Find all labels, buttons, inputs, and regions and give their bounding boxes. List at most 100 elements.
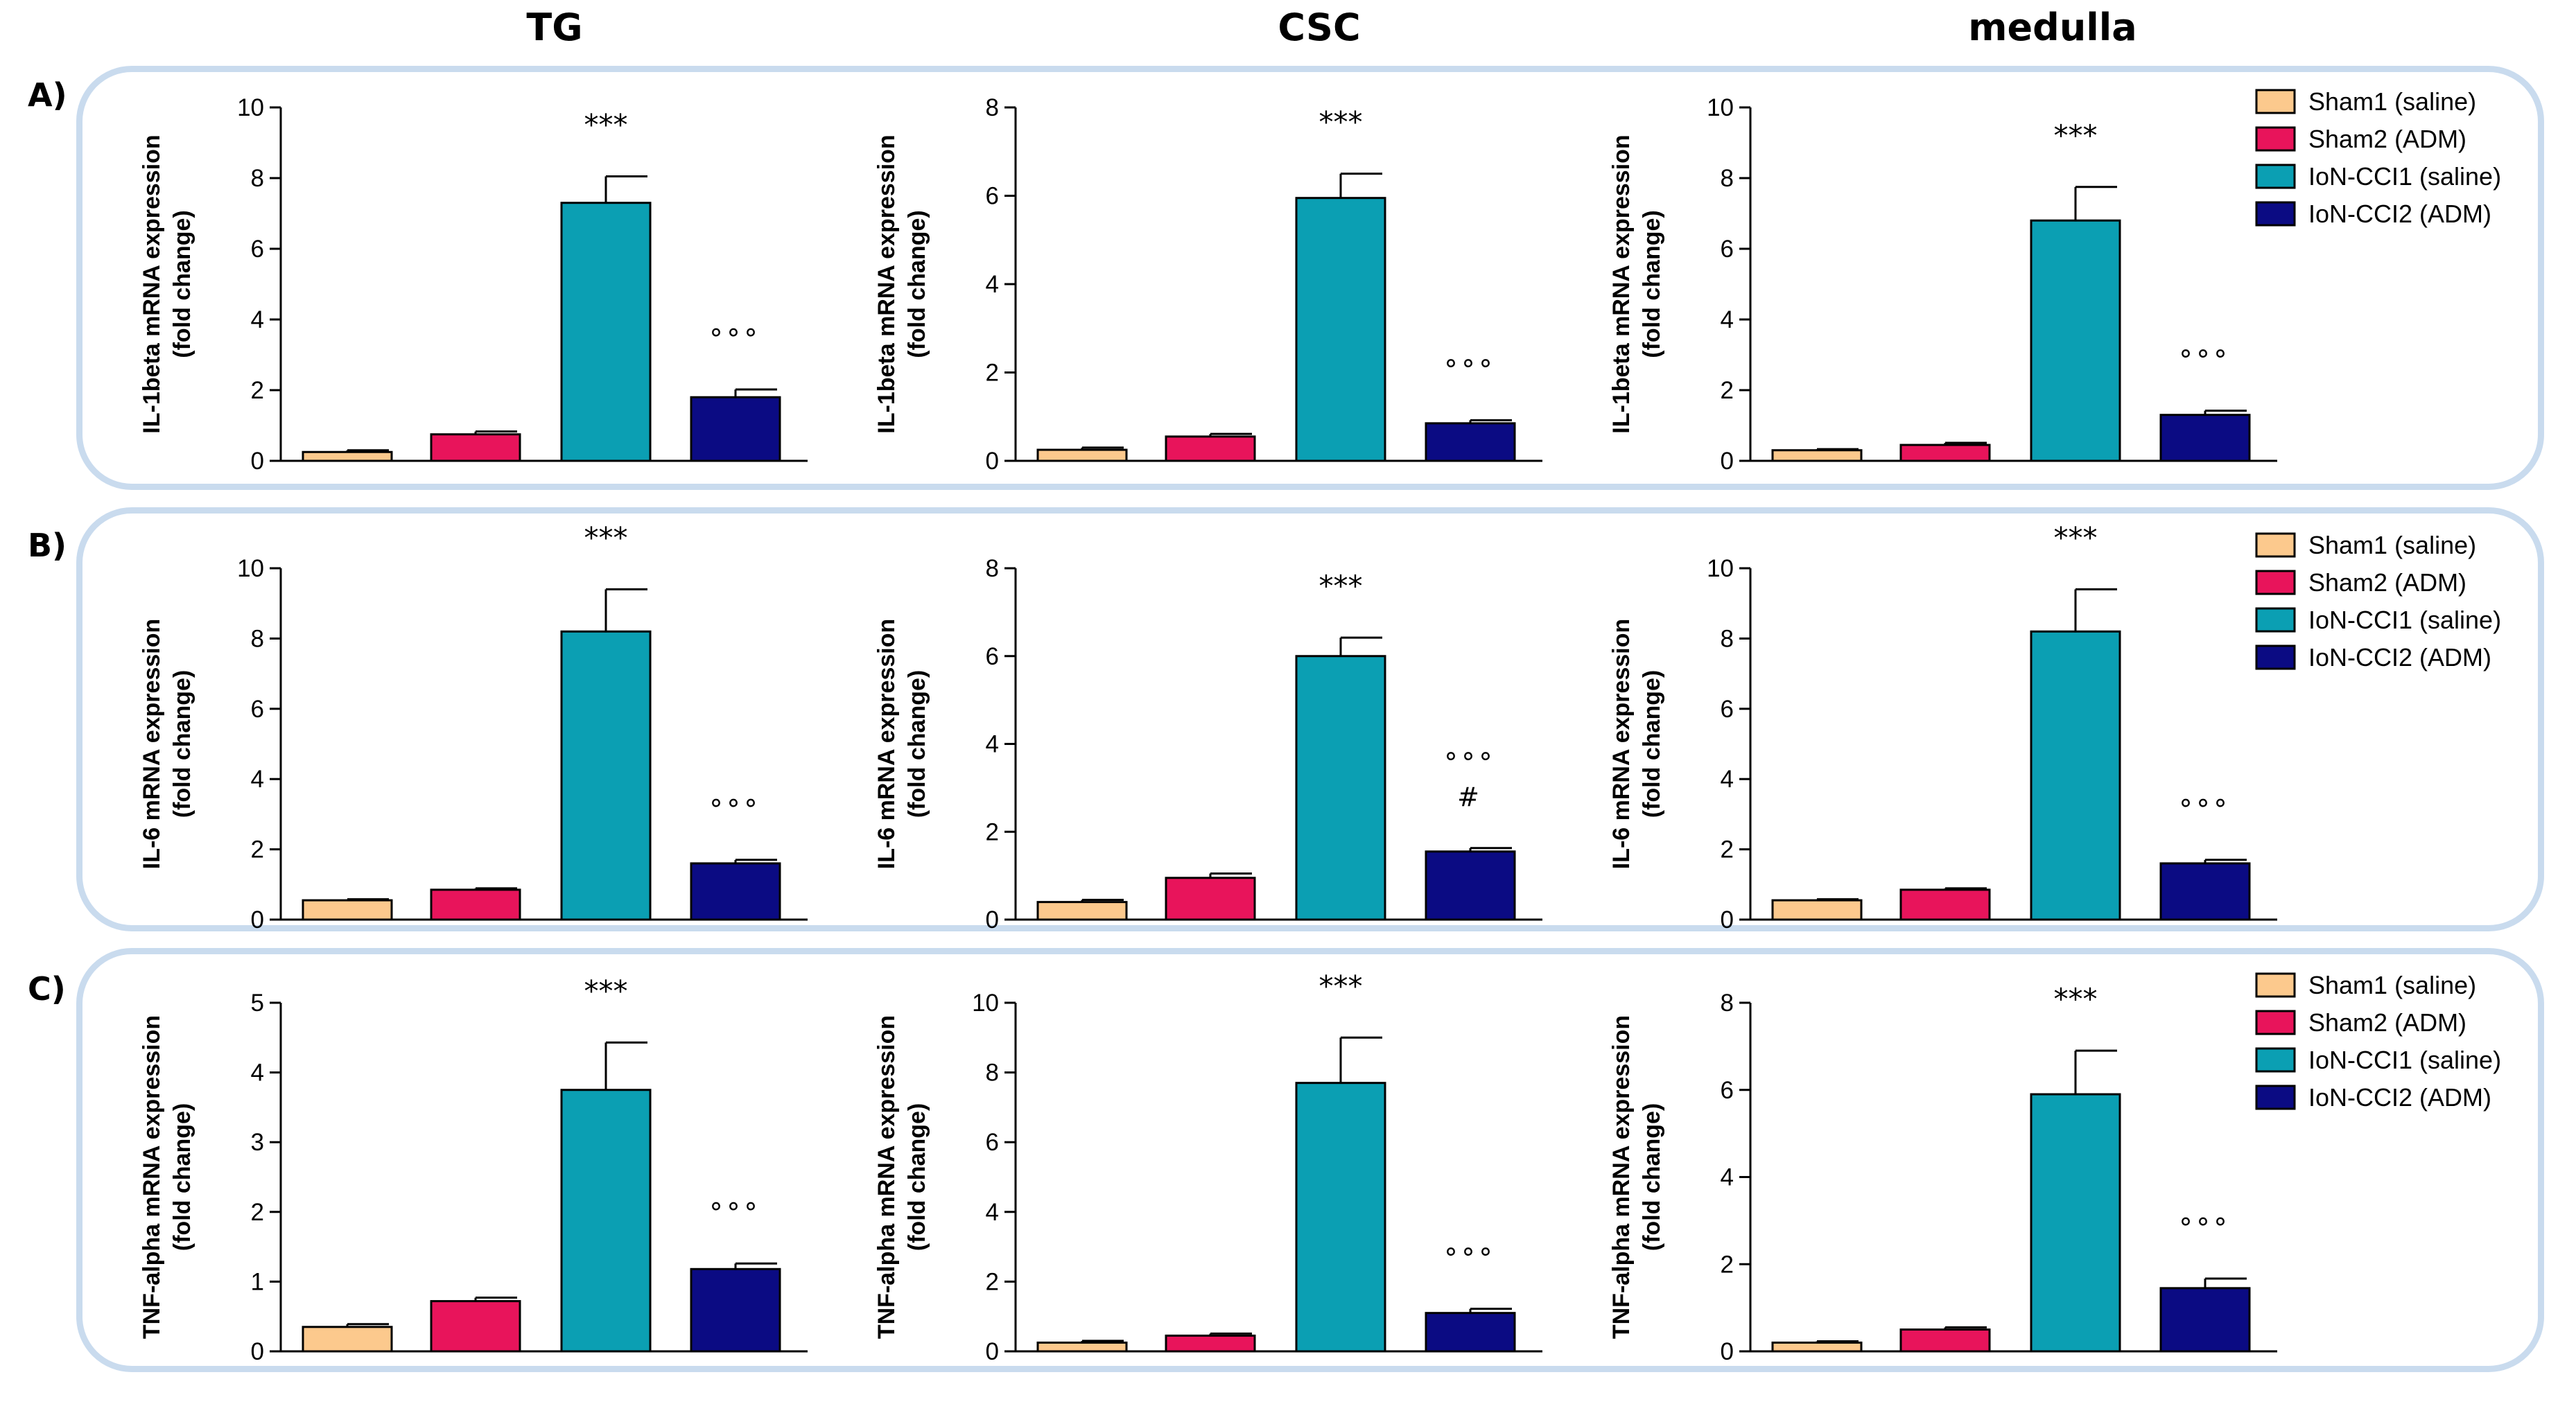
- chart-a-medulla-ytick-label: 6: [1721, 236, 1734, 263]
- chart-b-csc-ytick-label: 8: [986, 555, 999, 582]
- chart-a-medulla-ytick-label: 4: [1721, 306, 1734, 333]
- chart-a-csc-ytick-label: 2: [986, 360, 999, 387]
- legend-swatch-2: [2255, 126, 2296, 152]
- chart-b-medulla-ytick-label: 6: [1721, 696, 1734, 723]
- legend-label-2: Sham2 (ADM): [2308, 1008, 2466, 1037]
- legend-label-3: IoN-CCI1 (saline): [2308, 162, 2501, 191]
- chart-c-tg-annotation-3: ***: [584, 974, 628, 1008]
- chart-b-tg-bar-2: [430, 888, 521, 921]
- chart-c-tg-ytick-label: 4: [251, 1060, 264, 1087]
- chart-a-medulla-ytick-label: 2: [1721, 377, 1734, 404]
- chart-c-medulla-bar-2: [1899, 1328, 1991, 1353]
- chart-c-tg-annotation-4: °°°: [710, 1197, 762, 1228]
- legend-label-4: IoN-CCI2 (ADM): [2308, 643, 2491, 672]
- chart-b-csc-ytick-label: 2: [986, 818, 999, 845]
- chart-a-csc-ytick-label: 8: [986, 94, 999, 121]
- chart-b-csc-annotation-4: #: [1457, 782, 1483, 813]
- chart-a-medulla-ytick-label: 0: [1721, 448, 1734, 475]
- row-label-c: C): [28, 970, 66, 1008]
- chart-b-csc-annotation-4: °°°: [1445, 748, 1497, 778]
- chart-a-tg-ytick-label: 2: [251, 377, 264, 404]
- chart-a-tg-bar-4: [690, 396, 781, 462]
- chart-b-medulla-bar-1: [1771, 899, 1863, 921]
- chart-a-csc-annotation-4: °°°: [1445, 354, 1497, 385]
- chart-b-medulla-ytick-label: 4: [1721, 766, 1734, 793]
- chart-c-csc-bar-2: [1165, 1334, 1256, 1353]
- chart-b-csc-bar-1: [1036, 901, 1128, 921]
- chart-b-tg-bar-4: [690, 862, 781, 921]
- chart-b-csc-bar-2: [1165, 877, 1256, 921]
- chart-c-csc-ytick-label: 8: [986, 1060, 999, 1087]
- chart-a-tg-ylabel: IL-1beta mRNA expression (fold change): [139, 134, 195, 433]
- chart-b-csc-bar-4: [1425, 850, 1516, 921]
- chart-a-tg-ytick-label: 10: [237, 94, 264, 121]
- chart-c-tg-bar-4: [690, 1267, 781, 1353]
- chart-c-csc-annotation-4: °°°: [1445, 1243, 1497, 1274]
- chart-a-csc-bar-4: [1425, 422, 1516, 462]
- legend-swatch-1: [2255, 89, 2296, 114]
- chart-b-medulla-ytick-label: 8: [1721, 625, 1734, 652]
- chart-c-medulla-ytick-label: 0: [1721, 1338, 1734, 1365]
- chart-b-medulla-bar-4: [2159, 862, 2251, 921]
- chart-b-csc-ytick-label: 6: [986, 643, 999, 670]
- chart-c-medulla-bar-4: [2159, 1287, 2251, 1353]
- row-label-b: B): [28, 527, 67, 564]
- chart-c-tg-ylabel: TNF-alpha mRNA expression (fold change): [139, 1015, 195, 1339]
- chart-a-csc-ytick-label: 4: [986, 271, 999, 298]
- chart-a-tg-bar-2: [430, 433, 521, 462]
- chart-c-csc-ytick-label: 6: [986, 1129, 999, 1156]
- column-title-tg: TG: [526, 6, 583, 49]
- chart-b-csc-annotation-3: ***: [1319, 569, 1363, 603]
- legend-swatch-1: [2255, 972, 2296, 998]
- chart-a-csc-ytick-label: 6: [986, 183, 999, 210]
- legend-label-1: Sham1 (saline): [2308, 971, 2476, 999]
- legend-swatch-4: [2255, 644, 2296, 670]
- row-b-frame: [76, 507, 2544, 931]
- chart-c-medulla-annotation-4: °°°: [2179, 1213, 2231, 1243]
- chart-a-medulla-bar-1: [1771, 449, 1863, 462]
- legend-swatch-3: [2255, 1047, 2296, 1073]
- chart-c-medulla-bar-3: [2030, 1093, 2121, 1353]
- chart-b-medulla-bar-2: [1899, 888, 1991, 921]
- column-title-medulla: medulla: [1968, 6, 2137, 49]
- chart-b-csc-bar-3: [1295, 655, 1386, 921]
- legend-label-4: IoN-CCI2 (ADM): [2308, 200, 2491, 228]
- chart-c-csc-ytick-label: 4: [986, 1199, 999, 1226]
- chart-c-csc-ytick-label: 10: [972, 990, 999, 1017]
- legend-label-2: Sham2 (ADM): [2308, 568, 2466, 597]
- chart-c-tg-ytick-label: 1: [251, 1268, 264, 1295]
- chart-b-medulla-ytick-label: 10: [1707, 555, 1734, 582]
- legend-label-4: IoN-CCI2 (ADM): [2308, 1083, 2491, 1112]
- chart-c-tg-ytick-label: 3: [251, 1129, 264, 1156]
- chart-c-csc-bar-3: [1295, 1082, 1386, 1353]
- chart-a-medulla-annotation-4: °°°: [2179, 345, 2231, 376]
- chart-a-tg-ytick-label: 8: [251, 165, 264, 192]
- chart-a-tg-ytick-label: 0: [251, 448, 264, 475]
- legend-swatch-2: [2255, 1010, 2296, 1035]
- chart-a-tg-bar-1: [302, 450, 393, 462]
- chart-a-medulla-bar-3: [2030, 219, 2121, 462]
- row-label-a: A): [28, 76, 67, 114]
- legend-label-1: Sham1 (saline): [2308, 87, 2476, 116]
- chart-b-tg-ytick-label: 10: [237, 555, 264, 582]
- chart-c-medulla-bar-1: [1771, 1341, 1863, 1353]
- chart-b-medulla-ytick-label: 2: [1721, 836, 1734, 863]
- chart-a-medulla-ytick-label: 10: [1707, 94, 1734, 121]
- chart-a-tg-ytick-label: 4: [251, 306, 264, 333]
- chart-b-medulla-ylabel: IL-6 mRNA expression (fold change): [1608, 619, 1665, 870]
- chart-c-tg-ytick-label: 5: [251, 990, 264, 1017]
- legend-label-3: IoN-CCI1 (saline): [2308, 1046, 2501, 1074]
- chart-b-tg-ytick-label: 8: [251, 625, 264, 652]
- chart-b-medulla-ytick-label: 0: [1721, 906, 1734, 933]
- chart-c-medulla-ytick-label: 6: [1721, 1077, 1734, 1104]
- chart-a-tg-bar-3: [560, 202, 652, 462]
- chart-b-tg-bar-3: [560, 630, 652, 921]
- chart-c-tg-ytick-label: 0: [251, 1338, 264, 1365]
- chart-c-medulla-ytick-label: 4: [1721, 1164, 1734, 1191]
- chart-c-medulla-annotation-3: ***: [2054, 982, 2098, 1016]
- chart-b-csc-ytick-label: 4: [986, 731, 999, 758]
- chart-c-tg-bar-3: [560, 1089, 652, 1353]
- chart-a-csc-ytick-label: 0: [986, 448, 999, 475]
- chart-b-tg-annotation-4: °°°: [710, 794, 762, 825]
